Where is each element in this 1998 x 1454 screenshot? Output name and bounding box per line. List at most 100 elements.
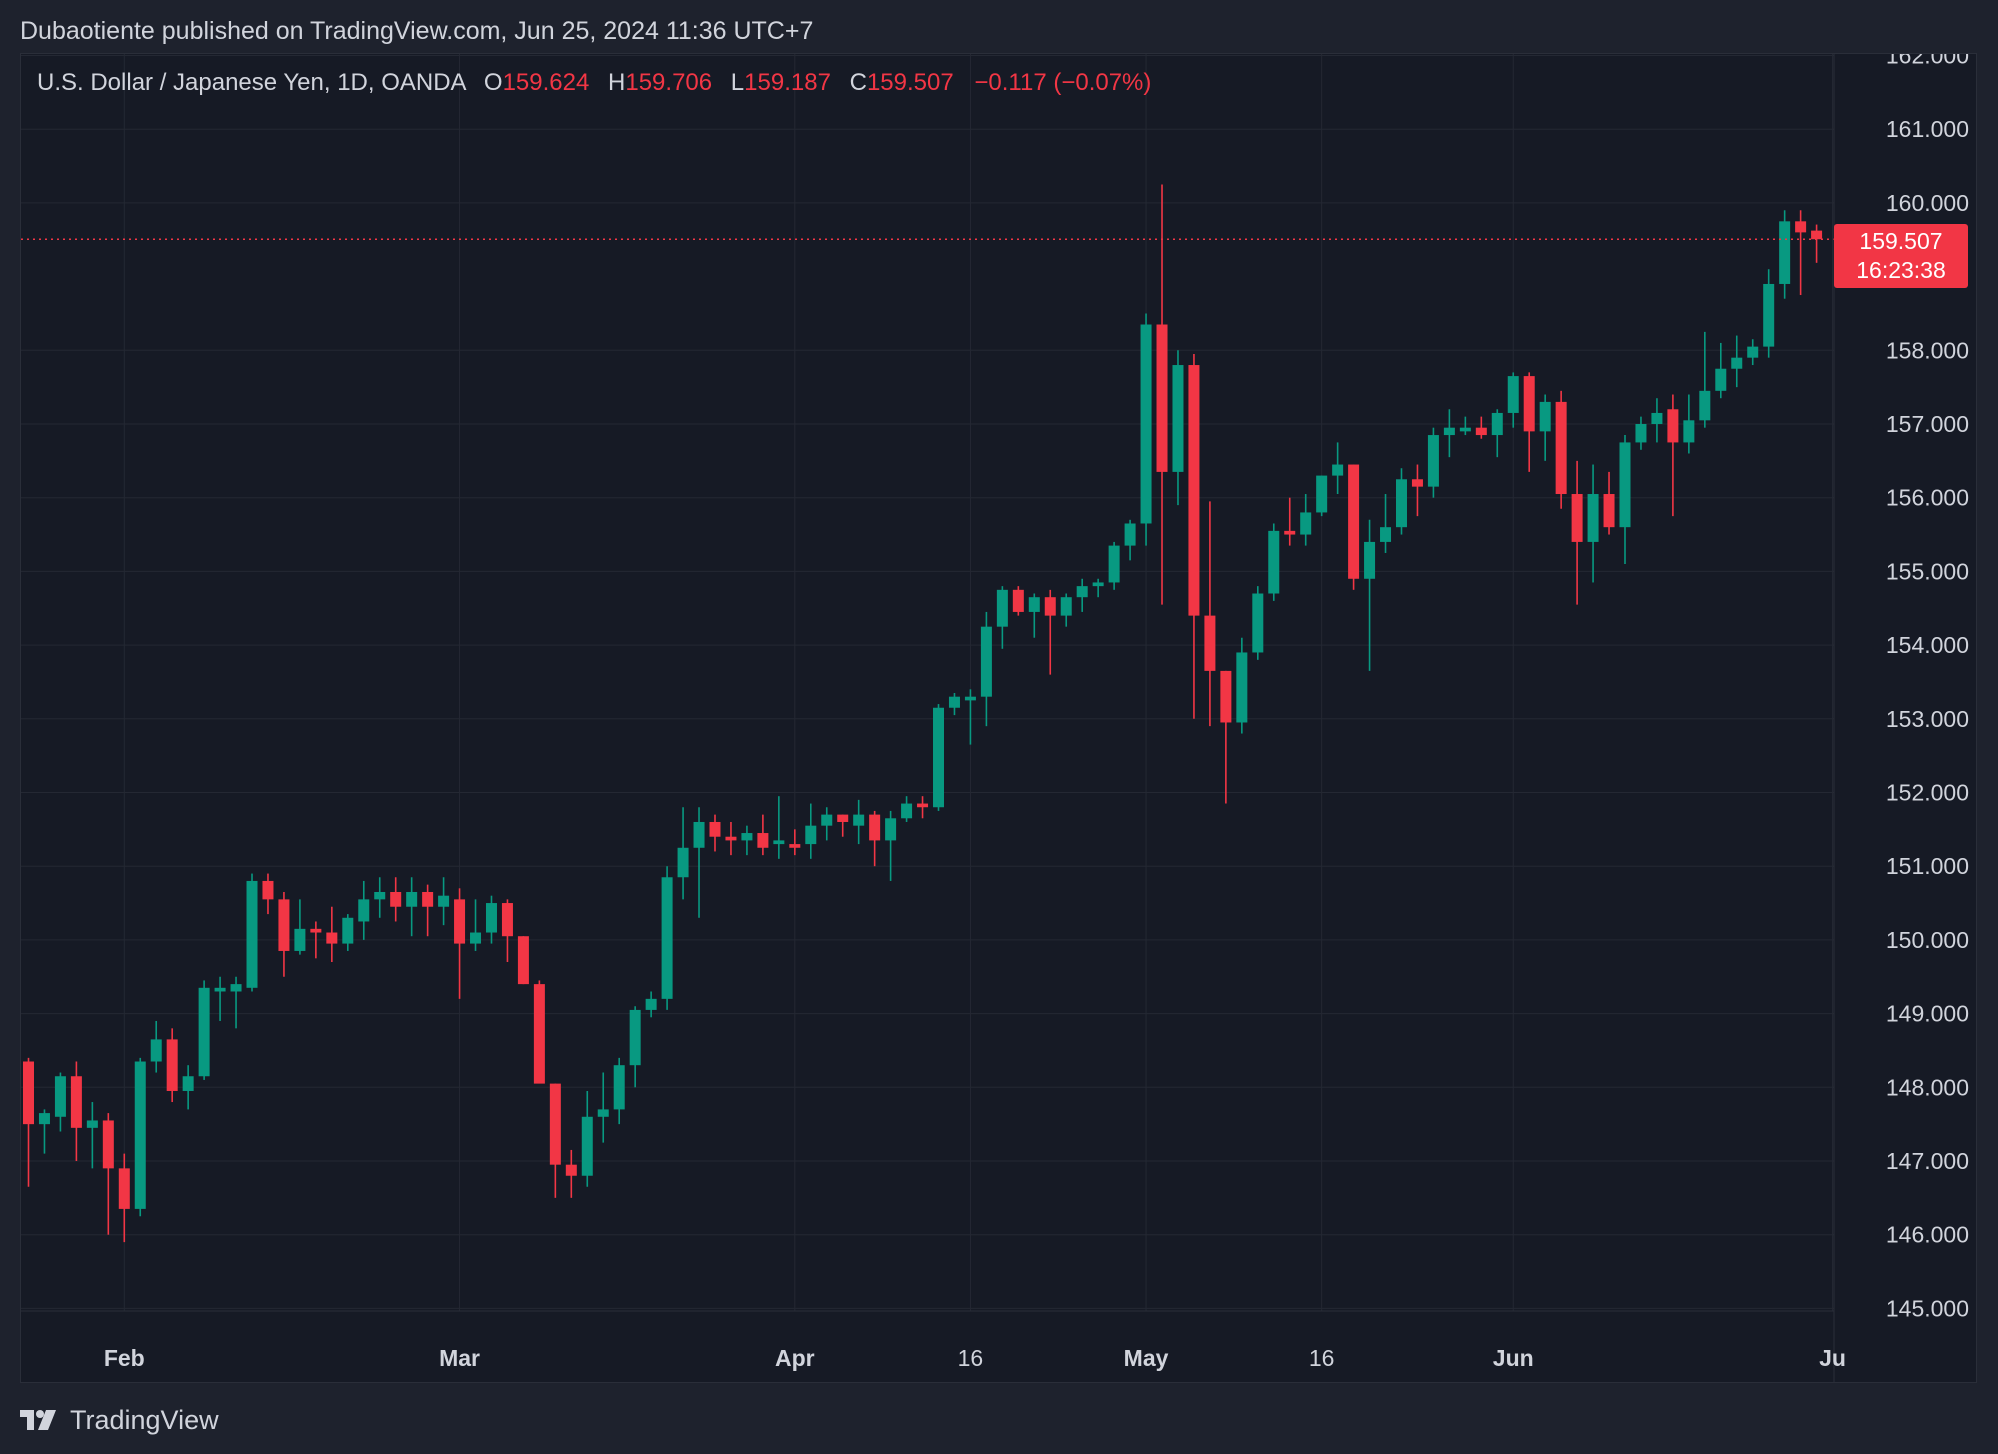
- candle[interactable]: [1060, 593, 1072, 627]
- candle[interactable]: [1683, 394, 1695, 454]
- candle[interactable]: [1316, 475, 1328, 517]
- candle[interactable]: [1076, 578, 1088, 612]
- candle[interactable]: [1284, 497, 1296, 546]
- candle[interactable]: [1427, 427, 1439, 498]
- candle[interactable]: [70, 1061, 82, 1161]
- candle[interactable]: [693, 807, 705, 918]
- candle[interactable]: [278, 891, 290, 977]
- candle[interactable]: [150, 1020, 162, 1073]
- candle[interactable]: [629, 1006, 641, 1088]
- candle[interactable]: [501, 899, 513, 963]
- candle[interactable]: [54, 1072, 66, 1132]
- candle[interactable]: [869, 810, 881, 867]
- candle[interactable]: [1268, 523, 1280, 601]
- candle[interactable]: [454, 888, 466, 999]
- candle[interactable]: [1204, 501, 1216, 727]
- candle[interactable]: [182, 1065, 194, 1110]
- candle[interactable]: [358, 880, 370, 940]
- candle[interactable]: [1300, 494, 1312, 546]
- candle[interactable]: [773, 796, 785, 859]
- candle[interactable]: [677, 807, 689, 900]
- candle[interactable]: [789, 829, 801, 856]
- candle[interactable]: [885, 810, 897, 881]
- candle[interactable]: [86, 1102, 98, 1169]
- candle[interactable]: [1028, 593, 1040, 638]
- symbol-label[interactable]: U.S. Dollar / Japanese Yen, 1D, OANDA: [37, 69, 466, 96]
- candle[interactable]: [166, 1028, 178, 1103]
- chart-panel[interactable]: 162.000 161.000 160.000 158.000 157.000 156.0…: [20, 53, 1977, 1383]
- candle[interactable]: [118, 1153, 130, 1243]
- candle[interactable]: [1459, 416, 1471, 436]
- candle[interactable]: [1571, 460, 1583, 605]
- candle[interactable]: [1795, 210, 1807, 296]
- candle[interactable]: [1332, 442, 1344, 495]
- candle[interactable]: [1523, 372, 1535, 472]
- candle[interactable]: [198, 980, 210, 1080]
- candle[interactable]: [1220, 670, 1232, 804]
- candle[interactable]: [1012, 586, 1024, 616]
- candle[interactable]: [1108, 541, 1120, 590]
- candle[interactable]: [1507, 372, 1519, 428]
- candle[interactable]: [1156, 184, 1168, 605]
- candle[interactable]: [38, 1109, 50, 1154]
- candle[interactable]: [1555, 390, 1567, 509]
- candle[interactable]: [310, 921, 322, 959]
- candle[interactable]: [725, 821, 737, 856]
- candle[interactable]: [230, 976, 242, 1029]
- candle[interactable]: [326, 906, 338, 963]
- candle[interactable]: [853, 799, 865, 845]
- candle[interactable]: [517, 936, 529, 985]
- candle[interactable]: [23, 1057, 34, 1187]
- candle[interactable]: [470, 899, 482, 951]
- candle[interactable]: [837, 814, 849, 837]
- candle[interactable]: [262, 873, 274, 915]
- candle[interactable]: [1779, 210, 1791, 299]
- candle[interactable]: [933, 704, 945, 811]
- candle[interactable]: [1188, 353, 1200, 719]
- candle[interactable]: [246, 873, 258, 992]
- candle[interactable]: [1651, 398, 1663, 443]
- candle[interactable]: [597, 1072, 609, 1143]
- candle[interactable]: [533, 980, 545, 1084]
- footer-brand[interactable]: TradingView: [70, 1405, 219, 1435]
- candle[interactable]: [709, 814, 721, 852]
- candle[interactable]: [964, 689, 976, 745]
- candle[interactable]: [406, 877, 418, 937]
- candle[interactable]: [996, 586, 1008, 649]
- candle[interactable]: [1380, 494, 1392, 553]
- candle[interactable]: [1348, 464, 1360, 590]
- candle[interactable]: [1619, 435, 1631, 565]
- candle[interactable]: [1699, 331, 1711, 428]
- candle[interactable]: [1811, 224, 1823, 263]
- candle[interactable]: [1044, 589, 1056, 675]
- candle[interactable]: [948, 693, 960, 716]
- candle[interactable]: [1667, 394, 1679, 517]
- candle[interactable]: [1364, 519, 1376, 671]
- candle[interactable]: [1395, 468, 1407, 535]
- candle[interactable]: [1763, 269, 1775, 358]
- candle[interactable]: [821, 807, 833, 841]
- candle[interactable]: [1747, 339, 1759, 366]
- candle[interactable]: [980, 611, 992, 727]
- candle[interactable]: [390, 877, 402, 922]
- candle[interactable]: [485, 895, 497, 944]
- candle[interactable]: [1731, 335, 1743, 388]
- candle[interactable]: [613, 1057, 625, 1125]
- candle[interactable]: [438, 877, 450, 926]
- candle[interactable]: [134, 1057, 146, 1217]
- candle[interactable]: [565, 1149, 577, 1198]
- candle[interactable]: [1092, 578, 1104, 598]
- candle[interactable]: [1715, 342, 1727, 399]
- candle[interactable]: [917, 796, 929, 819]
- tradingview-logo-icon[interactable]: [20, 1408, 62, 1432]
- candle[interactable]: [757, 814, 769, 856]
- candle[interactable]: [1443, 409, 1455, 458]
- candle[interactable]: [1491, 409, 1503, 458]
- candle[interactable]: [901, 796, 913, 822]
- candlestick-chart[interactable]: 162.000 161.000 160.000 158.000 157.000 156.0…: [21, 54, 1977, 1383]
- candle[interactable]: [374, 877, 386, 918]
- candle[interactable]: [294, 899, 306, 955]
- candle[interactable]: [549, 1083, 561, 1198]
- candle[interactable]: [1236, 637, 1248, 734]
- candle[interactable]: [1539, 394, 1551, 461]
